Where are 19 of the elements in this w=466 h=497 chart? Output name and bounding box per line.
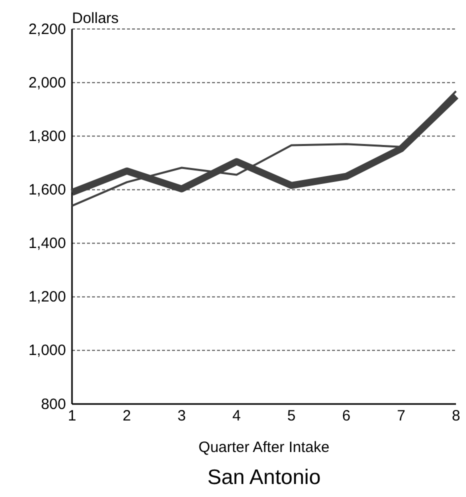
y-axis-title: Dollars: [72, 10, 119, 27]
x-tick-label: 7: [396, 408, 406, 425]
y-tick-label: 1,400: [28, 235, 66, 252]
x-tick-label: 6: [342, 408, 350, 425]
y-tick-label: 800: [40, 396, 66, 413]
y-tick-label: 1,000: [28, 342, 66, 360]
x-tick-label: 5: [287, 408, 296, 425]
x-tick-label: 3: [178, 408, 186, 425]
text: San Antonio: [207, 466, 321, 489]
y-tick-label: 1,800: [28, 128, 66, 145]
y-tick-label: 2,000: [28, 74, 66, 92]
x-tick-label: 8: [452, 408, 460, 425]
x-tick-label: 4: [232, 408, 241, 425]
y-tick-label: 2,200: [28, 20, 66, 38]
y-tick-label: 1,200: [28, 288, 66, 306]
x-tick-label: 2: [122, 408, 132, 425]
x-tick-label: 1: [68, 408, 76, 425]
y-tick-label: 1,600: [28, 182, 66, 199]
x-axis-title: Quarter After Intake: [198, 439, 330, 456]
